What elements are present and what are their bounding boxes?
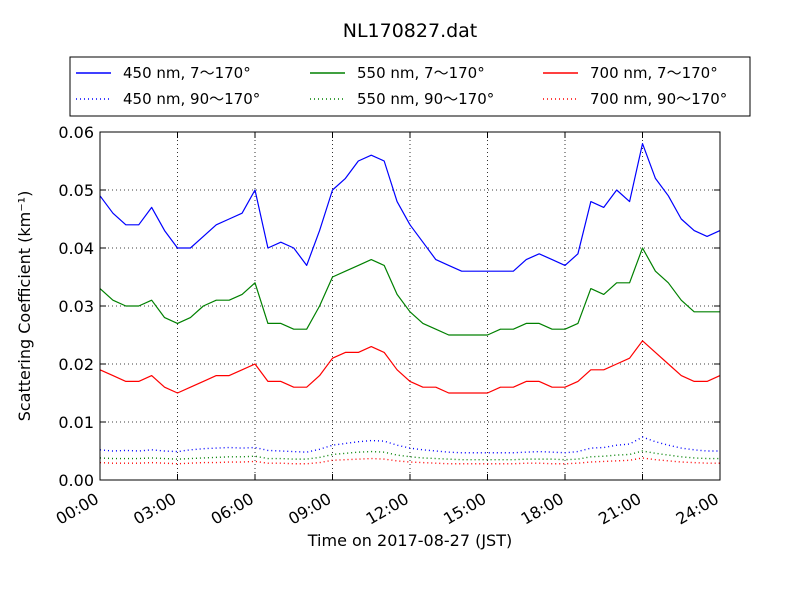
y-tick-label: 0.03 (58, 297, 94, 316)
series-line-1 (99, 143, 721, 272)
x-tick-label: 18:00 (518, 489, 567, 529)
x-tick-label: 15:00 (440, 489, 489, 529)
x-tick-label: 24:00 (673, 489, 722, 529)
x-tick-label: 06:00 (208, 489, 257, 529)
y-tick-label: 0.05 (58, 181, 94, 200)
x-tick-label: 09:00 (285, 489, 334, 529)
series-line-3 (99, 247, 720, 336)
grid-lines (100, 132, 720, 480)
chart-legend: 450 nm, 7～170° 550 nm, 7～170° 700 nm, 7～17… (69, 56, 751, 117)
y-tick-label: 0.04 (58, 239, 94, 258)
data-series (99, 143, 721, 465)
y-tick-label: 0.02 (58, 355, 94, 374)
legend-label: 700 nm, 7～170° (590, 64, 718, 82)
x-tick-label: 21:00 (595, 489, 644, 529)
x-tick-label: 00:00 (53, 489, 102, 529)
legend-box (69, 56, 751, 117)
x-tick-label: 12:00 (363, 489, 412, 529)
legend-label: 550 nm, 7～170° (357, 64, 485, 82)
y-tick-label: 0.00 (58, 471, 94, 490)
series-line-5 (99, 340, 721, 394)
y-tick-label: 0.01 (58, 413, 94, 432)
x-axis-tick-labels: 00:00 03:00 06:00 09:00 12:00 15:00 18:00 21:00… (53, 489, 722, 529)
axis-ticks (99, 131, 721, 481)
y-axis-tick-labels: 0.00 0.01 0.02 0.03 0.04 0.05 0.06 (58, 123, 94, 490)
series-line-2 (99, 436, 720, 454)
legend-entries: 450 nm, 7～170° 550 nm, 7～170° 700 nm, 7～17… (76, 64, 727, 108)
x-axis-label: Time on 2017-08-27 (JST) (307, 531, 512, 550)
y-tick-label: 0.06 (58, 123, 94, 142)
legend-label: 700 nm, 90～170° (590, 90, 727, 108)
y-axis-label: Scattering Coefficient (km⁻¹) (15, 191, 34, 422)
x-tick-label: 03:00 (130, 489, 179, 529)
legend-label: 450 nm, 7～170° (123, 64, 251, 82)
legend-label: 550 nm, 90～170° (357, 90, 494, 108)
legend-label: 450 nm, 90～170° (123, 90, 260, 108)
chart-title: NL170827.dat (343, 20, 478, 42)
